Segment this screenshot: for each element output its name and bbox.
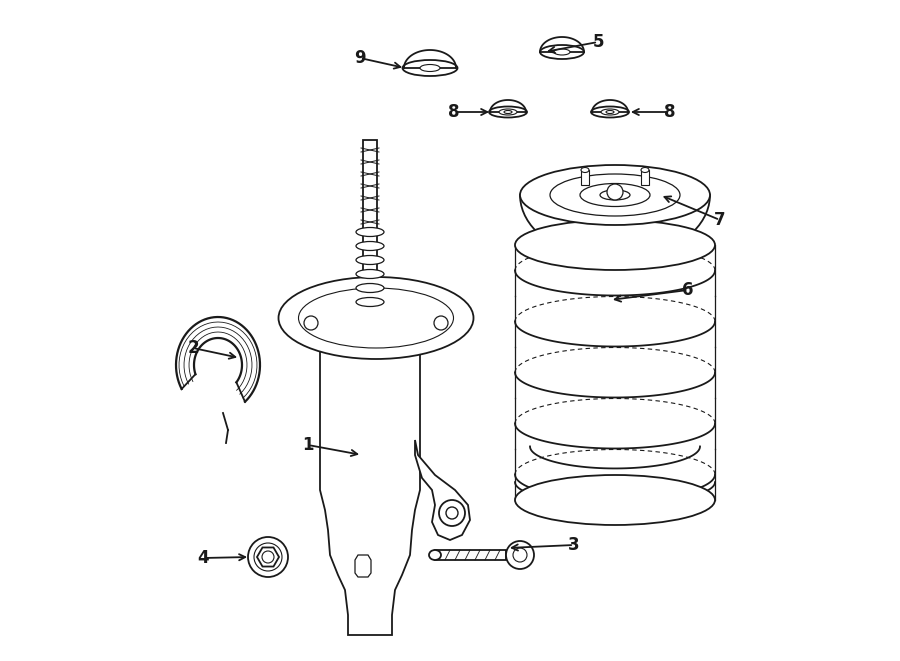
Ellipse shape xyxy=(520,165,710,225)
Text: 9: 9 xyxy=(355,49,365,67)
Text: 8: 8 xyxy=(664,103,676,121)
Text: 8: 8 xyxy=(448,103,460,121)
Polygon shape xyxy=(257,547,279,566)
Polygon shape xyxy=(355,555,371,577)
Ellipse shape xyxy=(499,109,517,115)
Ellipse shape xyxy=(489,106,527,118)
Ellipse shape xyxy=(641,167,649,173)
Ellipse shape xyxy=(515,475,715,525)
Text: 7: 7 xyxy=(715,211,725,229)
Ellipse shape xyxy=(278,277,473,359)
Ellipse shape xyxy=(356,270,384,278)
Ellipse shape xyxy=(429,550,441,560)
Ellipse shape xyxy=(581,167,589,173)
Ellipse shape xyxy=(601,109,619,115)
Ellipse shape xyxy=(356,284,384,293)
Ellipse shape xyxy=(580,184,650,206)
Circle shape xyxy=(439,500,465,526)
Circle shape xyxy=(254,543,282,571)
Circle shape xyxy=(513,548,527,562)
Circle shape xyxy=(304,316,318,330)
Ellipse shape xyxy=(356,241,384,251)
Circle shape xyxy=(434,316,448,330)
Ellipse shape xyxy=(420,65,440,71)
Polygon shape xyxy=(415,440,470,540)
Text: 2: 2 xyxy=(187,339,199,357)
Ellipse shape xyxy=(356,227,384,237)
Text: 1: 1 xyxy=(302,436,314,454)
Ellipse shape xyxy=(606,110,614,114)
Ellipse shape xyxy=(550,174,680,216)
Polygon shape xyxy=(363,140,377,310)
Ellipse shape xyxy=(591,106,629,118)
Circle shape xyxy=(607,184,623,200)
Polygon shape xyxy=(435,550,506,560)
Polygon shape xyxy=(320,298,420,635)
Circle shape xyxy=(248,537,288,577)
Ellipse shape xyxy=(356,297,384,307)
Ellipse shape xyxy=(504,110,512,114)
Circle shape xyxy=(506,541,534,569)
Polygon shape xyxy=(581,170,589,185)
Polygon shape xyxy=(520,195,710,260)
Ellipse shape xyxy=(554,49,570,55)
Text: 3: 3 xyxy=(568,536,580,554)
Ellipse shape xyxy=(402,60,457,76)
Text: 5: 5 xyxy=(592,33,604,51)
Circle shape xyxy=(446,507,458,519)
Ellipse shape xyxy=(515,220,715,270)
Ellipse shape xyxy=(540,45,584,59)
Ellipse shape xyxy=(299,288,454,348)
Text: 6: 6 xyxy=(682,281,694,299)
Ellipse shape xyxy=(356,256,384,264)
Text: 4: 4 xyxy=(197,549,209,567)
Circle shape xyxy=(262,551,274,563)
Polygon shape xyxy=(641,170,649,185)
Ellipse shape xyxy=(600,190,630,200)
